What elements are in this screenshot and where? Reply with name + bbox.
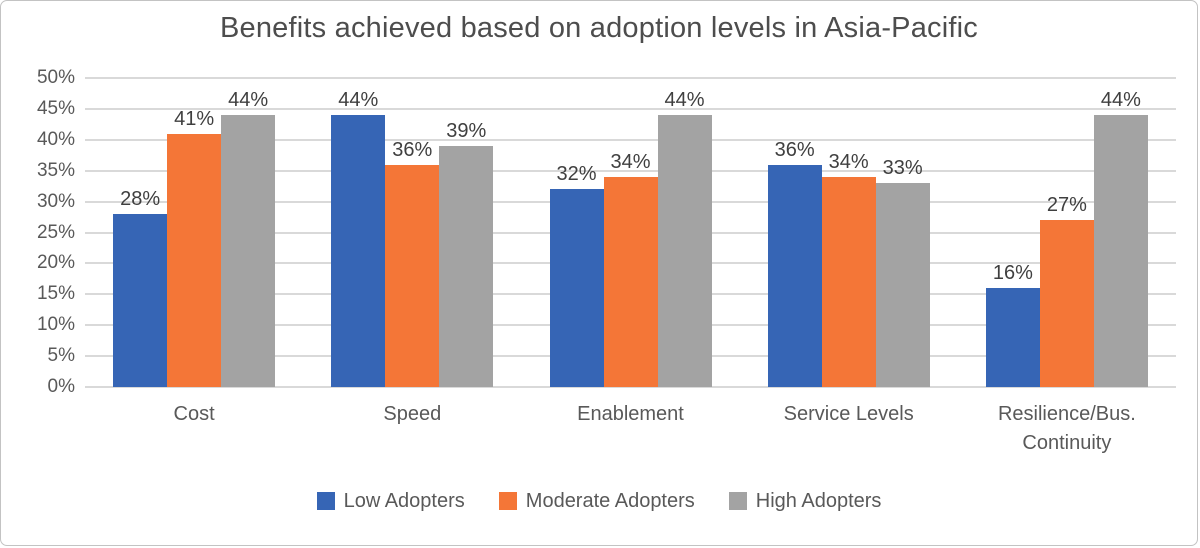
legend-label: High Adopters (755, 490, 882, 512)
data-label: 44% (228, 89, 269, 112)
data-label: 32% (556, 163, 597, 186)
category-label: Cost (173, 403, 215, 425)
data-label: 34% (828, 150, 869, 173)
bar-moderate-adopters-service-levels (821, 176, 876, 387)
y-tick-label: 5% (47, 345, 75, 367)
legend-swatch-icon (316, 492, 335, 510)
data-label: 44% (338, 89, 379, 112)
bar-high-adopters-service-levels (875, 183, 930, 387)
data-label: 34% (610, 150, 651, 173)
bar-low-adopters-resilience-bus-continuity (985, 288, 1040, 387)
data-label: 33% (882, 157, 923, 180)
data-label: 44% (664, 89, 705, 112)
y-tick-label: 40% (36, 128, 75, 150)
bar-low-adopters-service-levels (767, 164, 822, 387)
bar-moderate-adopters-enablement (603, 176, 658, 387)
category-label: Service Levels (783, 403, 914, 425)
legend-swatch-icon (728, 492, 747, 510)
y-tick-label: 45% (36, 97, 75, 119)
data-label: 36% (392, 138, 433, 161)
bar-high-adopters-resilience-bus-continuity (1093, 115, 1148, 387)
data-label: 41% (174, 107, 215, 130)
legend: Low Adopters Moderate Adopters High Adopte… (1, 491, 1197, 511)
data-label: 27% (1046, 194, 1087, 217)
bar-low-adopters-cost (113, 213, 168, 387)
bar-low-adopters-speed (331, 115, 386, 387)
data-label: 16% (992, 262, 1033, 285)
gridline (85, 77, 1176, 79)
legend-item-moderate-adopters: Moderate Adopters (498, 490, 695, 512)
bar-high-adopters-speed (439, 145, 494, 387)
y-tick-label: 50% (36, 67, 75, 88)
category-label: Enablement (577, 403, 684, 425)
gridline (85, 386, 1176, 388)
legend-label: Moderate Adopters (525, 490, 695, 512)
gridline (85, 169, 1176, 172)
data-label: 28% (120, 187, 161, 210)
y-tick-label: 15% (36, 283, 75, 305)
legend-swatch-icon (498, 492, 517, 510)
bar-moderate-adopters-resilience-bus-continuity (1039, 220, 1094, 387)
bar-moderate-adopters-cost (167, 133, 222, 387)
plot-area: 28% 41% 44% 44% 36% 39% 32% 34% 44% 36% 34% 33% 16% 2… (85, 77, 1176, 388)
chart-title: Benefits achieved based on adoption leve… (219, 12, 978, 44)
y-tick-label: 30% (36, 190, 75, 212)
legend-label: Low Adopters (343, 490, 465, 512)
data-label: 39% (446, 119, 487, 142)
y-tick-label: 25% (36, 221, 75, 243)
bar-high-adopters-cost (221, 115, 276, 387)
legend-item-low-adopters: Low Adopters (316, 490, 465, 512)
data-label: 36% (774, 138, 815, 161)
bar-low-adopters-enablement (549, 189, 604, 387)
y-tick-label: 10% (36, 314, 75, 336)
legend-item-high-adopters: High Adopters (728, 490, 882, 512)
gridline (85, 107, 1176, 110)
y-tick-label: 0% (47, 376, 75, 397)
category-label: Speed (383, 403, 442, 425)
bar-moderate-adopters-speed (385, 164, 440, 387)
y-tick-label: 35% (36, 159, 75, 181)
y-tick-label: 20% (36, 252, 75, 274)
gridline (85, 138, 1176, 141)
data-label: 44% (1100, 89, 1141, 112)
bar-high-adopters-enablement (657, 115, 712, 387)
category-label: Resilience/Bus. Continuity (997, 403, 1136, 454)
